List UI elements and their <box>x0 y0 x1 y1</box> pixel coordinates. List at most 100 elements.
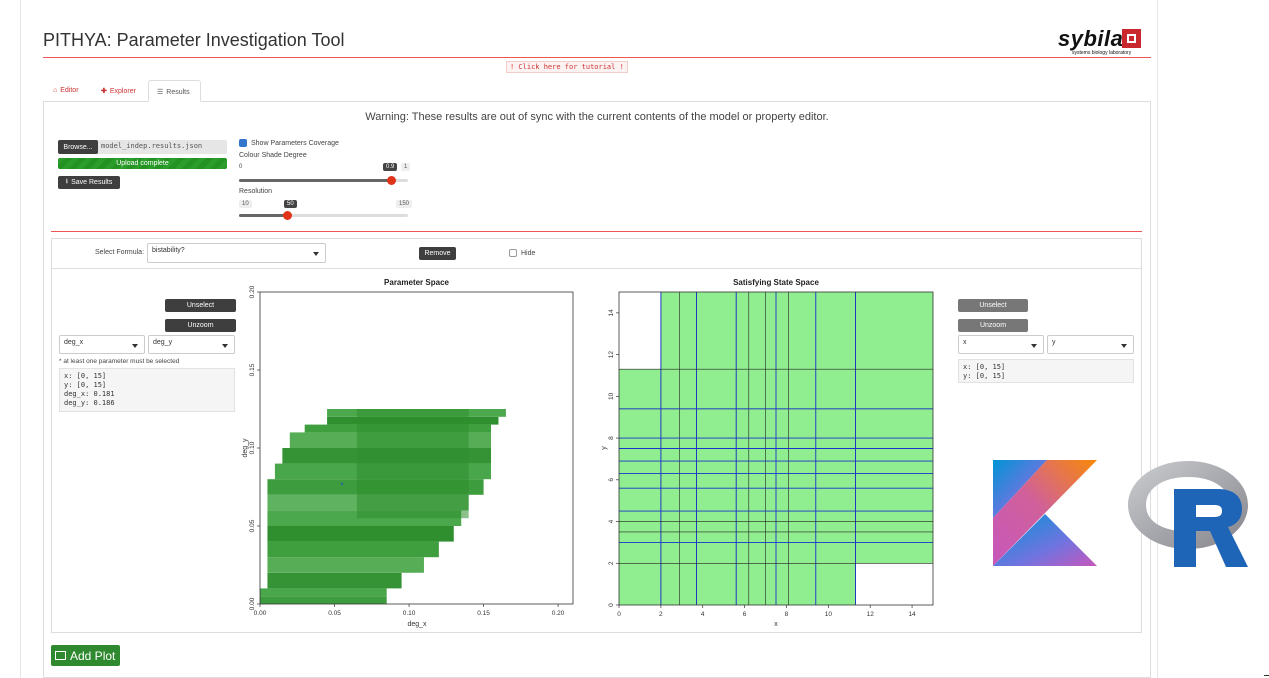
parameter-space-chart[interactable]: × 0.00 0.05 0.10 0.15 0.200.000.050.100.150.… <box>230 286 580 631</box>
file-input[interactable]: Browse... model_indep.results.json <box>58 140 227 154</box>
resolution-slider[interactable] <box>239 211 408 220</box>
parameter-space-title: Parameter Space <box>384 278 449 287</box>
tab-explorer[interactable]: ✚ Explorer <box>93 80 144 102</box>
hide-checkbox-row[interactable]: Hide <box>509 249 535 257</box>
shade-value: 0.9 <box>383 163 398 171</box>
left-unselect-button[interactable]: Unselect <box>165 299 236 312</box>
tab-label: Explorer <box>109 88 136 95</box>
right-y-select[interactable]: y <box>1047 335 1134 354</box>
image-icon <box>55 651 66 660</box>
left-y-select[interactable]: deg_y <box>148 335 235 354</box>
formula-select[interactable]: bistability? <box>147 243 326 263</box>
coverage-cell <box>260 588 387 597</box>
satisfying-region <box>619 563 856 605</box>
left-x-select-value: deg_x <box>64 339 84 346</box>
y-tick-label: 4 <box>608 519 615 523</box>
tab-label: Editor <box>60 87 79 94</box>
x-tick-label: 14 <box>908 611 916 618</box>
left-unzoom-button[interactable]: Unzoom <box>165 319 236 332</box>
save-results-label: Save Results <box>71 179 113 186</box>
parameter-space-marks: × <box>260 409 506 604</box>
shade-min: 0 <box>239 164 243 170</box>
state-space-ylabel: y <box>601 446 608 450</box>
right-x-select-value: x <box>963 339 967 346</box>
y-tick-label: 10 <box>608 392 615 400</box>
state-space-title: Satisfying State Space <box>733 278 819 287</box>
right-unzoom-button[interactable]: Unzoom <box>958 319 1028 332</box>
y-tick-label: 0.20 <box>249 286 256 298</box>
y-tick-label: 0.15 <box>249 363 256 376</box>
parameter-space-ylabel: deg_y <box>242 438 249 458</box>
logo-mark-icon <box>1122 29 1141 48</box>
state-space-chart[interactable]: 0 2 4 6 8 10 12 14 0 2 4 6 8 10 12 14 x y <box>593 286 943 631</box>
resolution-min: 10 <box>239 200 252 208</box>
y-tick-label: 0.00 <box>249 597 256 610</box>
x-tick-label: 10 <box>825 611 833 618</box>
plot-panel <box>51 238 1142 633</box>
info-line: x: [0, 15] <box>64 372 107 380</box>
coverage-cell <box>356 409 469 519</box>
x-tick-label: 0.15 <box>477 610 490 617</box>
y-tick-label: 8 <box>608 436 615 440</box>
x-tick-label: 8 <box>785 611 789 618</box>
satisfying-region <box>660 292 933 370</box>
upload-progress-bar: Upload complete <box>58 158 227 169</box>
state-space-axes: 0 2 4 6 8 10 12 14 0 2 4 6 8 10 12 14 <box>608 309 916 618</box>
chevron-down-icon <box>313 252 319 256</box>
header-divider <box>43 57 1151 58</box>
right-info-box: x: [0, 15] y: [0, 15] <box>958 359 1134 383</box>
state-space-marks <box>619 292 933 605</box>
tab-results[interactable]: ☰ Results <box>148 80 201 102</box>
remove-button[interactable]: Remove <box>419 247 456 260</box>
coverage-cell <box>267 541 439 558</box>
plot-toolbar: Select Formula: bistability? Remove Hide <box>51 238 1142 269</box>
home-icon: ⌂ <box>53 87 58 94</box>
coverage-checkbox-row[interactable]: Show Parameters Coverage <box>239 139 339 147</box>
state-space-xlabel: x <box>774 621 778 628</box>
parameter-selection-note: * at least one parameter must be selecte… <box>59 358 180 365</box>
app-title: PITHYA: Parameter Investigation Tool <box>43 30 345 50</box>
state-space-frame <box>618 291 934 606</box>
left-y-select-value: deg_y <box>153 339 173 346</box>
coverage-checkbox-label: Show Parameters Coverage <box>251 139 339 147</box>
info-line: y: [0, 15] <box>64 381 107 389</box>
y-tick-label: 12 <box>608 351 615 359</box>
right-x-select[interactable]: x <box>958 335 1044 354</box>
y-tick-label: 0.10 <box>249 441 256 454</box>
add-plot-button[interactable]: Add Plot <box>51 645 120 666</box>
list-icon: ☰ <box>157 89 164 96</box>
hide-checkbox[interactable] <box>509 249 517 257</box>
selected-point-marker: × <box>340 482 344 488</box>
parameter-space-xlabel: deg_x <box>407 621 427 628</box>
sync-warning: Warning: These results are out of sync w… <box>365 111 829 123</box>
left-x-select[interactable]: deg_x <box>59 335 145 354</box>
coverage-cell <box>267 572 402 589</box>
x-tick-label: 0.10 <box>403 610 416 617</box>
right-unselect-button[interactable]: Unselect <box>958 299 1028 312</box>
shade-slider[interactable] <box>239 176 408 185</box>
resolution-slider-fill <box>239 214 288 217</box>
tutorial-link[interactable]: ! Click here for tutorial ! <box>506 61 628 73</box>
info-line: y: [0, 15] <box>963 372 1006 380</box>
resolution-slider-handle[interactable] <box>282 211 292 220</box>
x-tick-label: 0.05 <box>328 610 341 617</box>
y-tick-label: 0.05 <box>249 519 256 532</box>
plus-icon: ✚ <box>101 88 107 95</box>
shade-max: 1 <box>401 163 411 171</box>
formula-select-value: bistability? <box>152 247 185 254</box>
x-tick-label: 12 <box>867 611 875 618</box>
page-frame <box>20 0 1158 678</box>
save-results-button[interactable]: ⭳ Save Results <box>58 176 120 189</box>
x-tick-label: 0 <box>617 611 621 618</box>
coverage-checkbox[interactable] <box>239 139 247 147</box>
y-tick-label: 6 <box>608 478 615 482</box>
shade-slider-handle[interactable] <box>386 176 396 185</box>
chevron-down-icon <box>132 344 138 348</box>
x-tick-label: 2 <box>659 611 663 618</box>
shade-slider-fill <box>239 179 392 182</box>
chevron-down-icon <box>1031 344 1037 348</box>
tab-editor[interactable]: ⌂ Editor <box>45 80 87 102</box>
chevron-down-icon <box>1121 344 1127 348</box>
browse-button[interactable]: Browse... <box>58 140 98 154</box>
download-icon: ⭳ <box>65 178 69 185</box>
